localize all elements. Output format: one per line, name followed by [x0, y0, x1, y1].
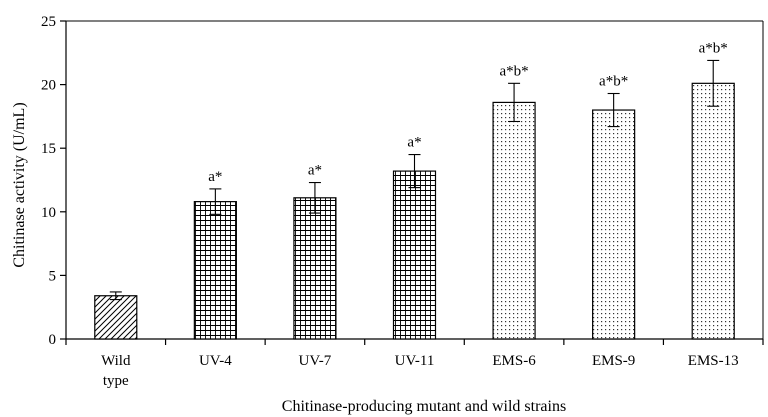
x-axis-title: Chitinase-producing mutant and wild stra…: [282, 398, 566, 415]
y-tick-label: 5: [49, 268, 57, 284]
bar-2: [293, 197, 337, 340]
x-tick-label: Wild: [101, 353, 131, 369]
y-axis-title: Chitinase activity (U/mL): [11, 102, 28, 267]
significance-label: a*b*: [699, 40, 728, 56]
x-tick-label: type: [103, 373, 129, 389]
x-tick-label: EMS-13: [688, 353, 739, 369]
plot-area: 0 5 10 15 20 25 Wild type a* UV-4 a* UV-7 a* UV-11 a*b…: [41, 14, 764, 389]
y-axis-title-group: Chitinase activity (U/mL): [11, 102, 28, 267]
x-tick-label: UV-11: [395, 353, 435, 369]
y-tick-label: 0: [49, 332, 57, 348]
y-tick-label: 20: [41, 78, 56, 94]
significance-label: a*b*: [499, 63, 528, 79]
bar-1: [193, 201, 237, 340]
significance-label: a*: [407, 135, 421, 151]
significance-label: a*: [308, 163, 322, 179]
x-tick-label: EMS-9: [592, 353, 635, 369]
bar-3: [392, 170, 437, 340]
significance-label: a*: [208, 169, 222, 185]
y-tick-label: 25: [41, 14, 56, 30]
x-tick-label: EMS-6: [492, 353, 536, 369]
x-tick-label: UV-7: [299, 353, 332, 369]
y-tick-label: 10: [41, 205, 56, 221]
x-tick-label: UV-4: [199, 353, 232, 369]
bar-4: [492, 101, 536, 340]
significance-label: a*b*: [599, 74, 628, 90]
y-tick-label: 15: [41, 141, 56, 157]
bar-0: [94, 295, 138, 340]
bar-5: [592, 109, 636, 340]
bar-6: [691, 82, 735, 340]
